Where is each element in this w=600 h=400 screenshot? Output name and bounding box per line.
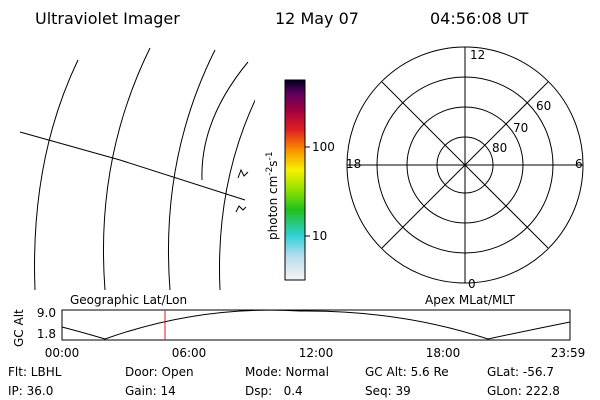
info-panel: Flt: LBHL Door: Open Mode: Normal GC Alt… (8, 365, 560, 398)
info-field: Gain: 14 (125, 384, 176, 398)
info-field: Mode: Normal (245, 365, 329, 379)
info-field: GLon: 222.8 (487, 384, 560, 398)
lat-label: 60 (536, 99, 551, 113)
mlt-label: 12 (470, 48, 485, 62)
info-field: Seq: 39 (365, 384, 411, 398)
strip-y-tick: 1.8 (37, 327, 56, 341)
strip-title: Geographic Lat/Lon (70, 293, 187, 307)
colorbar-tick: 10 (312, 229, 327, 243)
header: Ultraviolet Imager 12 May 07 04:56:08 UT (35, 9, 529, 28)
info-field: GLat: -56.7 (487, 365, 554, 379)
info-field: GC Alt: 5.6 Re (365, 365, 449, 379)
altitude-strip: Geographic Lat/Lon Apex MLat/MLT GC Alt … (12, 293, 585, 360)
lat-label: 80 (492, 141, 507, 155)
mlt-label: 18 (346, 157, 361, 171)
date: 12 May 07 (275, 9, 359, 28)
time-label: 12:00 (299, 346, 334, 360)
time-label: 23:59 (551, 346, 586, 360)
info-field: Door: Open (125, 365, 194, 379)
time-label: 18:00 (426, 346, 461, 360)
colorbar-tick: 100 (312, 140, 335, 154)
mlt-label: 6 (575, 157, 583, 171)
colorbar-scale (284, 79, 306, 281)
title: Ultraviolet Imager (35, 9, 180, 28)
strip-y-tick: 9.0 (37, 306, 56, 320)
geo-map (19, 47, 255, 290)
lat-label: 70 (513, 121, 528, 135)
colorbar: 100 10 photon cm-2s-1 (265, 79, 335, 281)
strip-y-label: GC Alt (12, 309, 26, 347)
info-field: Flt: LBHL (8, 365, 62, 379)
info-field: Dsp: 0.4 (245, 384, 303, 398)
polar-plot: 12 6 0 18 60 70 80 (346, 46, 584, 291)
time: 04:56:08 UT (430, 9, 529, 28)
mlt-label: 0 (468, 277, 476, 291)
strip-title: Apex MLat/MLT (425, 293, 515, 307)
colorbar-unit: photon cm-2s-1 (265, 151, 280, 240)
time-label: 00:00 (45, 346, 80, 360)
info-field: IP: 36.0 (8, 384, 53, 398)
time-label: 06:00 (172, 346, 207, 360)
